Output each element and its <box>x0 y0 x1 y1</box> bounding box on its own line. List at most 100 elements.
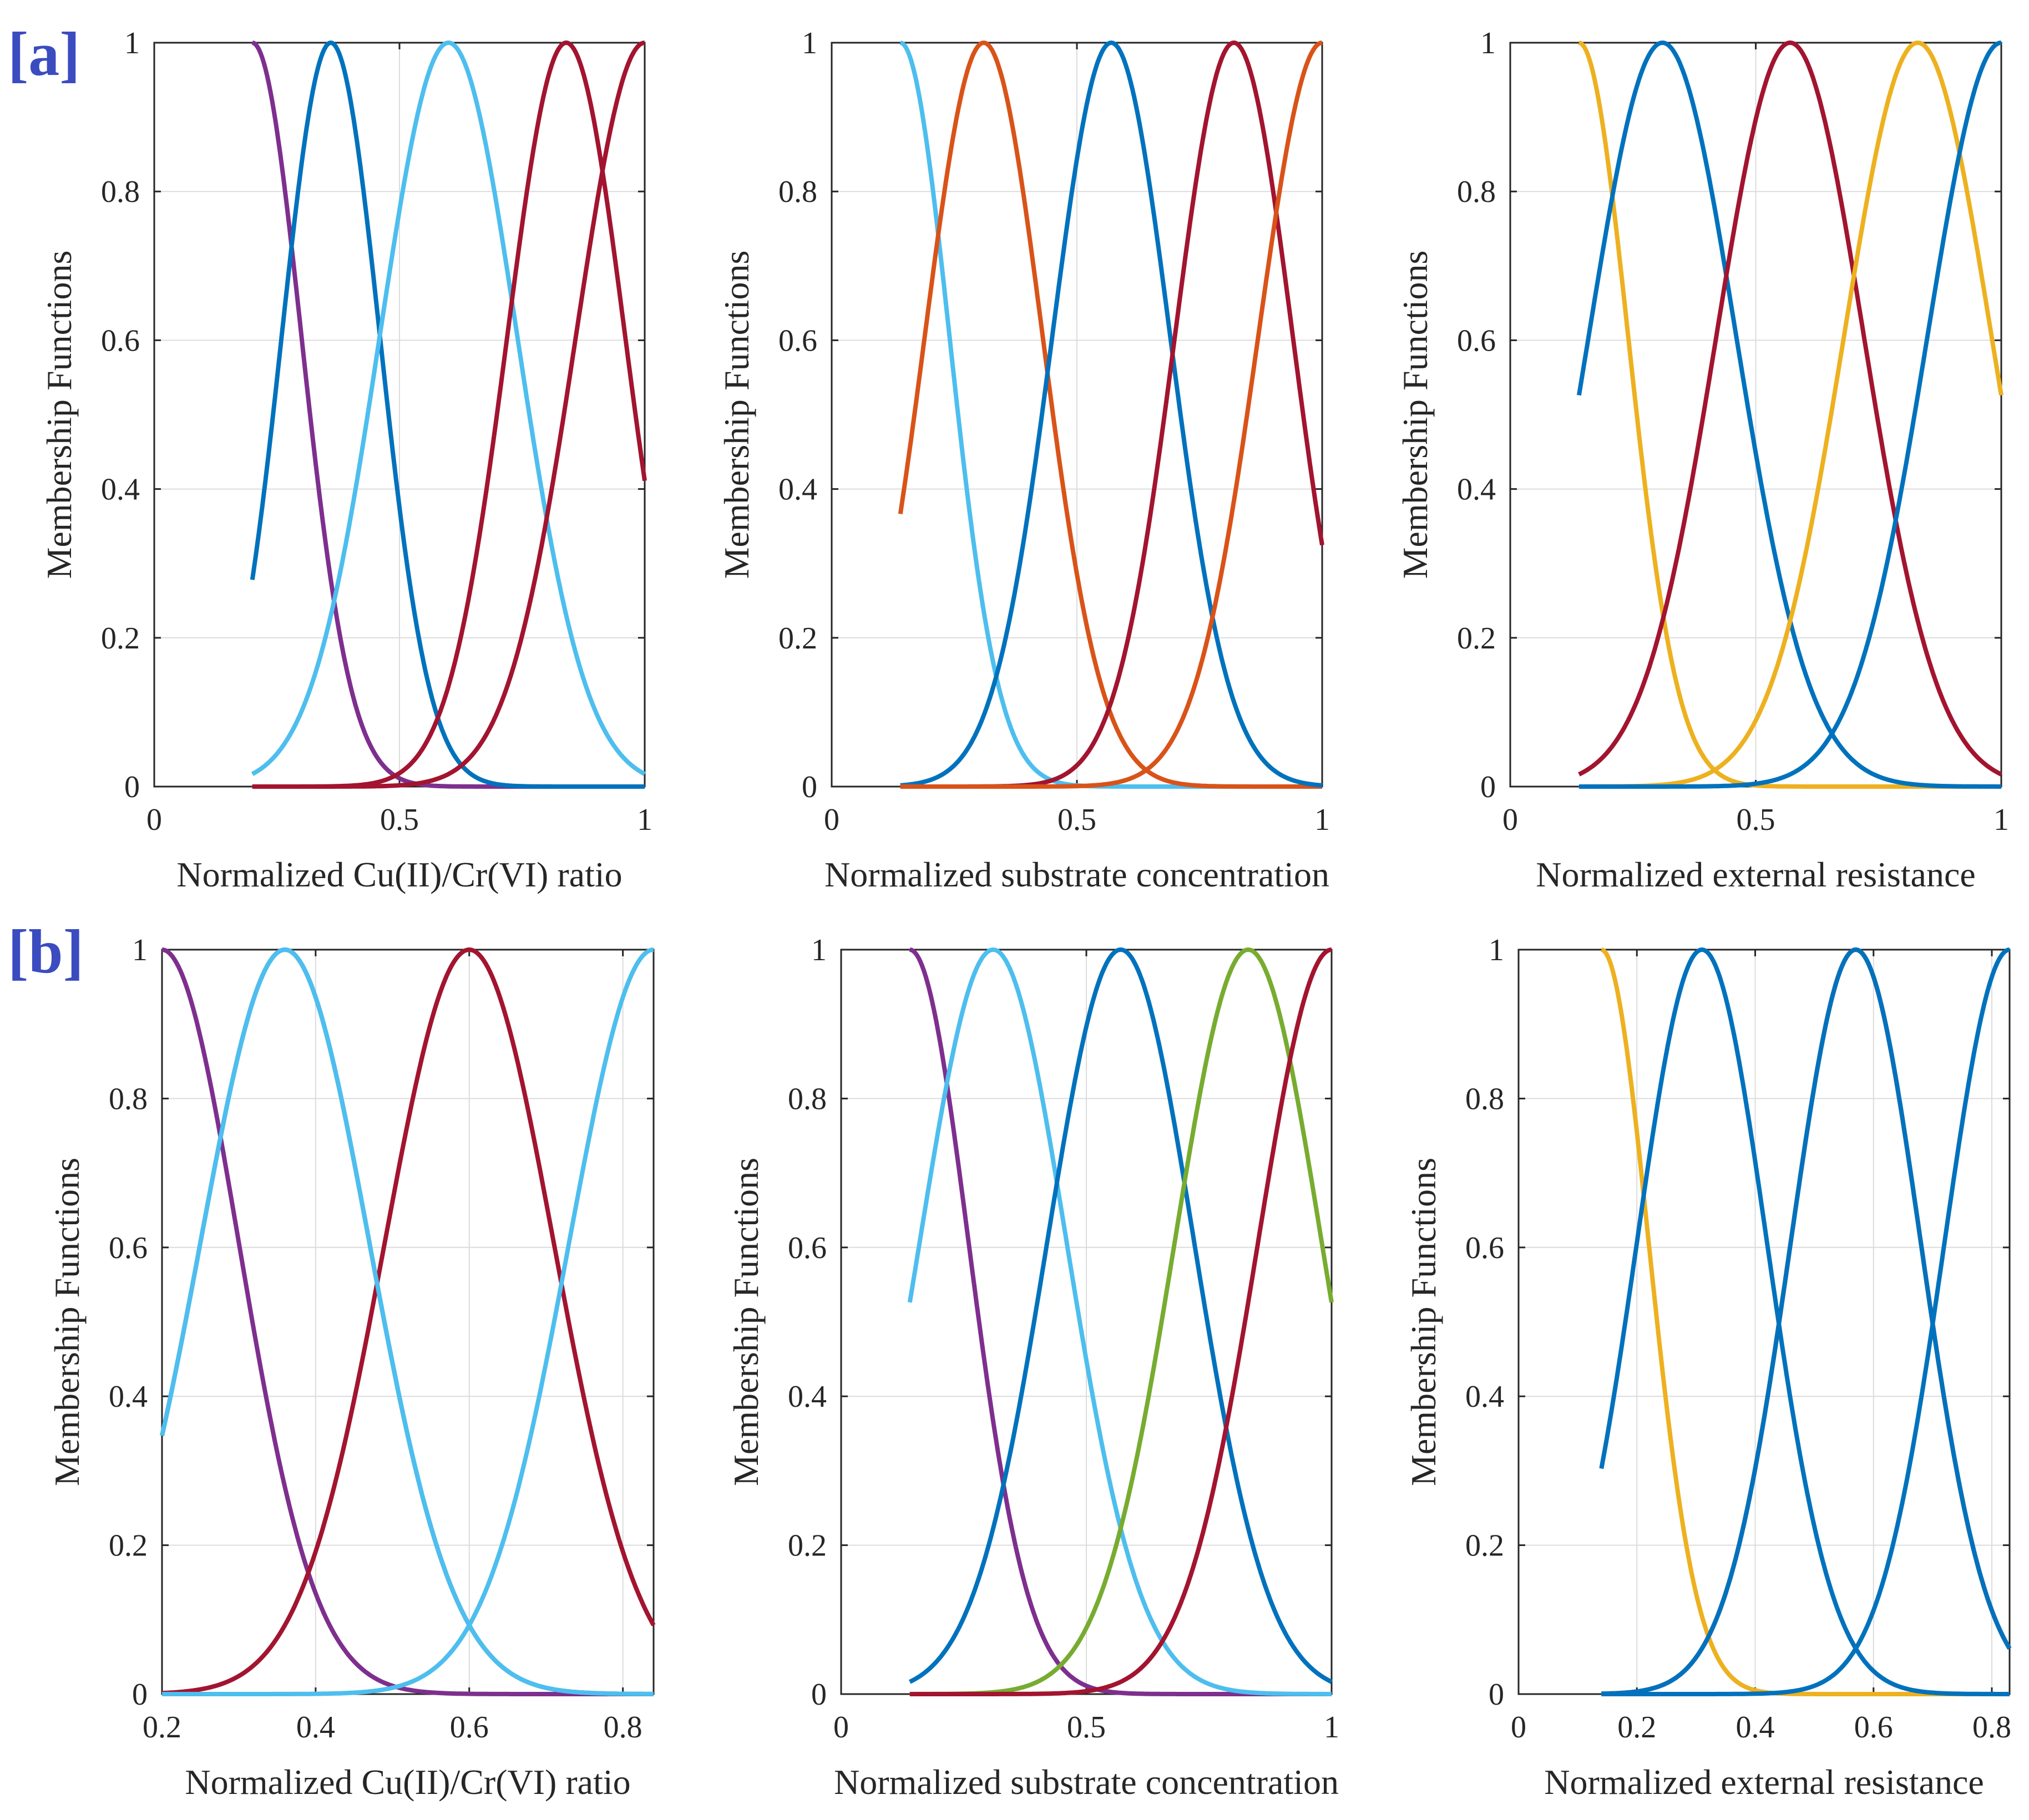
x-tick-label: 0 <box>1502 803 1518 837</box>
y-tick-label: 0.8 <box>101 175 140 209</box>
y-tick-label: 1 <box>124 26 140 60</box>
x-tick-label: 0.2 <box>1617 1710 1656 1745</box>
y-tick-label: 0.8 <box>778 175 817 209</box>
x-axis-label: Normalized substrate concentration <box>824 855 1329 894</box>
y-tick-label: 0.4 <box>1465 1380 1504 1414</box>
series-line-2 <box>898 40 1323 789</box>
series-line-4 <box>1578 40 2003 789</box>
x-tick-label: 0 <box>833 1710 849 1745</box>
y-tick-label: 0.6 <box>101 323 140 358</box>
y-tick-label: 1 <box>1489 933 1504 967</box>
y-tick-label: 1 <box>811 933 827 967</box>
x-axis-label: Normalized Cu(II)/Cr(VI) ratio <box>176 855 622 894</box>
series-line-1 <box>251 40 646 789</box>
series-line-1 <box>1578 40 2002 789</box>
y-tick-label: 0.2 <box>778 621 817 656</box>
axes-box <box>1517 949 2011 1695</box>
x-tick-label: 1 <box>637 803 652 837</box>
y-tick-label: 0.4 <box>788 1380 827 1414</box>
y-tick-label: 0.4 <box>101 473 140 507</box>
y-tick-label: 0.2 <box>101 621 140 656</box>
series-line-5 <box>251 40 646 789</box>
series-line-4 <box>909 947 1334 1696</box>
x-tick-label: 0.2 <box>143 1710 181 1745</box>
y-tick-label: 0.8 <box>1465 1082 1504 1116</box>
x-tick-label: 0.6 <box>1854 1710 1893 1745</box>
x-axis-label: Normalized external resistance <box>1536 855 1976 894</box>
panel-label-b: [b] <box>8 917 84 986</box>
x-tick-label: 0 <box>1511 1710 1526 1745</box>
series-line-2 <box>907 947 1332 1696</box>
y-tick-label: 0.6 <box>778 323 817 358</box>
x-tick-label: 0.8 <box>604 1710 642 1745</box>
x-tick-label: 0.5 <box>380 803 419 837</box>
chart-1: 0 0.5 1 0 0.2 0.4 0.6 0.8 1 Normalized Cu(II)/Cr(… <box>39 26 652 894</box>
chart-5: 0 0.5 1 0 0.2 0.4 0.6 0.8 1 Normalized substrate … <box>726 933 1339 1802</box>
y-tick-label: 1 <box>802 26 817 60</box>
x-tick-label: 0.4 <box>1736 1710 1775 1745</box>
x-tick-label: 0.6 <box>450 1710 489 1745</box>
x-tick-label: 1 <box>1993 803 2009 837</box>
y-tick-label: 0.8 <box>788 1082 827 1116</box>
x-tick-label: 0 <box>824 803 839 837</box>
series-line-5 <box>160 947 654 1696</box>
x-axis-label: Normalized substrate concentration <box>834 1762 1339 1802</box>
series-line-4 <box>1601 947 2010 1696</box>
x-axis-label: Normalized external resistance <box>1544 1762 1984 1802</box>
y-tick-label: 0.6 <box>1457 323 1496 358</box>
series-line-1 <box>909 947 1332 1696</box>
x-tick-label: 0.5 <box>1067 1710 1106 1745</box>
series-line-3 <box>251 40 646 776</box>
y-tick-label: 0.4 <box>778 473 817 507</box>
y-tick-label: 0.6 <box>788 1231 827 1265</box>
x-axis-label: Normalized Cu(II)/Cr(VI) ratio <box>185 1762 630 1802</box>
chart-6: 0 0.2 0.4 0.6 0.8 0 0.2 0.4 0.6 0.8 1 Normalized ex… <box>1404 933 2012 1802</box>
series-line-5 <box>909 947 1332 1696</box>
y-tick-label: 0.4 <box>1457 473 1496 507</box>
y-axis-label: Membership Functions <box>47 1158 87 1486</box>
y-tick-label: 0.6 <box>1465 1231 1504 1265</box>
y-tick-label: 1 <box>132 933 148 967</box>
series-line-4 <box>899 40 1324 789</box>
y-tick-label: 0.8 <box>109 1082 148 1116</box>
y-tick-label: 0.6 <box>109 1231 148 1265</box>
series-line-3 <box>899 40 1323 788</box>
y-axis-label: Membership Functions <box>39 251 79 579</box>
y-axis-label: Membership Functions <box>1404 1158 1443 1486</box>
x-tick-label: 1 <box>1324 1710 1339 1745</box>
series-line-3 <box>1578 40 2002 777</box>
y-axis-label: Membership Functions <box>1395 251 1435 579</box>
y-tick-label: 0.2 <box>1457 621 1496 656</box>
y-tick-label: 0.8 <box>1457 175 1496 209</box>
series-line-2 <box>1599 947 2010 1696</box>
axes-box <box>161 949 655 1695</box>
series-line-1 <box>899 40 1323 789</box>
x-tick-label: 0.8 <box>1972 1710 2011 1745</box>
series-line-2 <box>1576 40 2002 789</box>
series-line-5 <box>1578 40 2002 789</box>
y-tick-label: 0.2 <box>788 1529 827 1563</box>
chart-2: 0 0.5 1 0 0.2 0.4 0.6 0.8 1 Normalized substrate … <box>717 26 1330 894</box>
y-tick-label: 0.2 <box>1465 1529 1504 1563</box>
y-tick-label: 0 <box>1480 770 1496 804</box>
series-line-2 <box>250 40 646 789</box>
y-tick-label: 0.4 <box>109 1380 148 1414</box>
y-tick-label: 0 <box>1489 1677 1504 1712</box>
y-tick-label: 0 <box>802 770 817 804</box>
chart-3: 0 0.5 1 0 0.2 0.4 0.6 0.8 1 Normalized external r… <box>1395 26 2009 894</box>
x-tick-label: 0.4 <box>296 1710 335 1745</box>
series-line-1 <box>161 947 654 1696</box>
y-tick-label: 1 <box>1480 26 1496 60</box>
x-tick-label: 0.5 <box>1737 803 1775 837</box>
panel-label-a: [a] <box>8 20 80 89</box>
series-line-5 <box>899 40 1323 789</box>
x-tick-label: 1 <box>1314 803 1330 837</box>
series-line-4 <box>161 947 654 1696</box>
series-line-3 <box>161 947 656 1696</box>
y-tick-label: 0 <box>124 770 140 804</box>
y-tick-label: 0.2 <box>109 1529 148 1563</box>
y-axis-label: Membership Functions <box>717 251 756 579</box>
x-tick-label: 0.5 <box>1057 803 1096 837</box>
